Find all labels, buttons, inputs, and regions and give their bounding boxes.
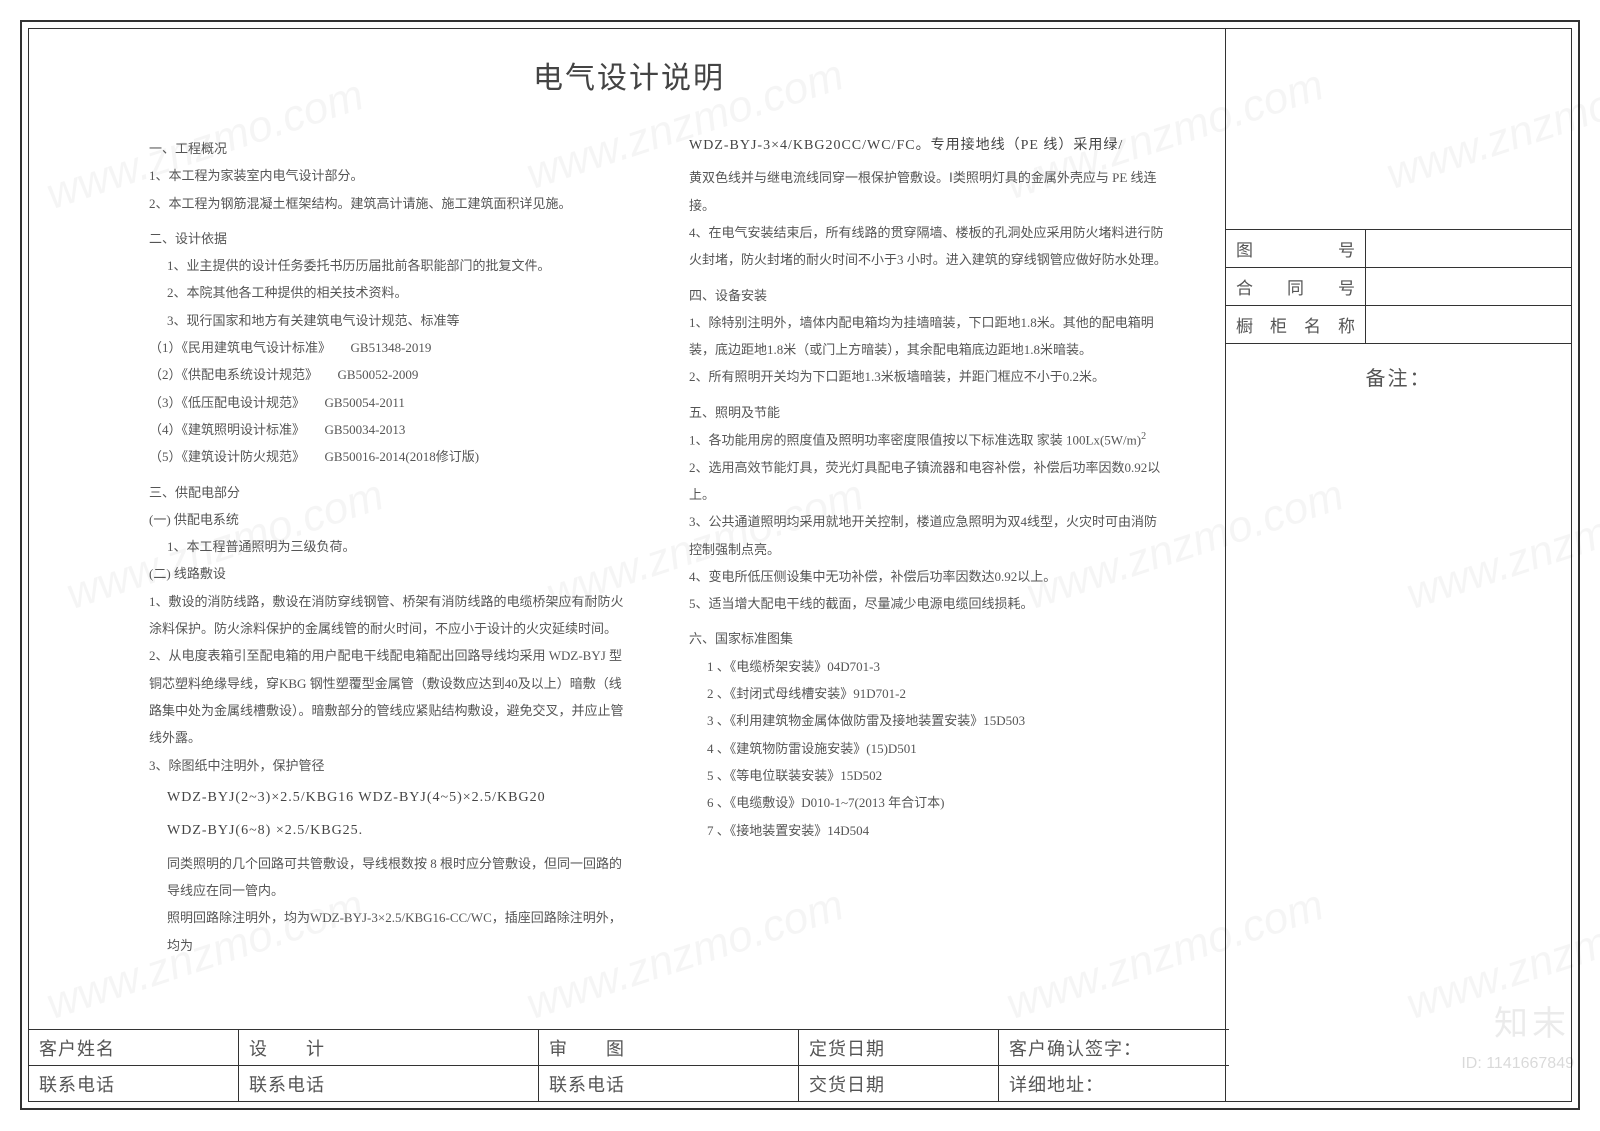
s3-line-6: 照明回路除注明外，均为WDZ-BYJ-3×2.5/KBG16-CC/WC，插座回… [149,904,629,959]
std3-label: （3）《低压配电设计规范》 [149,395,299,410]
standard-row-1: （1）《民用建筑电气设计标准》 GB51348-2019 [149,334,629,361]
ref-4: 4 、《建筑物防雷设施安装》(15)D501 [689,735,1169,762]
designer-label: 设 计 [239,1030,539,1065]
drawing-sheet-outer: 电气设计说明 一、工程概况 1、本工程为家装室内电气设计部分。 2、本工程为钢筋… [20,20,1580,1110]
ref-6: 6 、《电缆敷设》D010-1~7(2013 年合订本) [689,789,1169,816]
reviewer-label: 审 图 [539,1030,799,1065]
cable-spec-2: WDZ-BYJ(6~8) ×2.5/KBG25. [149,816,629,845]
address-label: 详细地址： [999,1066,1229,1101]
s3-line-2: 1、敷设的消防线路，敷设在消防穿线钢管、桥架有消防线路的电缆桥架应有耐防火涂料保… [149,588,629,643]
s5-line-1: 1、各功能用房的照度值及照明功率密度限值按以下标准选取 家装 100Lx(5W/… [689,426,1169,454]
right-column: WDZ-BYJ-3×4/KBG20CC/WC/FC。专用接地线（PE 线）采用绿… [689,127,1169,959]
tb-row-cabinet-name: 橱柜名称 [1226,306,1571,344]
s3-line-1: 1、本工程普通照明为三级负荷。 [149,533,629,560]
footer-row-1: 客户姓名 设 计 审 图 定货日期 客户确认签字： [29,1030,1229,1066]
main-content-area: 电气设计说明 一、工程概况 1、本工程为家装室内电气设计部分。 2、本工程为钢筋… [29,29,1229,1101]
ref-5: 5 、《等电位联装安装》15D502 [689,762,1169,789]
s4-line-1: 1、除特别注明外，墙体内配电箱均为挂墙暗装，下口距地1.8米。其他的配电箱明装，… [689,309,1169,364]
ref-1: 1 、《电缆桥架安装》04D701-3 [689,653,1169,680]
s2-line-1: 1、业主提供的设计任务委托书历历届批前各职能部门的批复文件。 [149,252,629,279]
section-2-heading: 二、设计依据 [149,225,629,252]
s3-sub-1: (一) 供配电系统 [149,506,629,533]
phone-2-label: 联系电话 [239,1066,539,1101]
cabinet-name-label: 橱柜名称 [1226,306,1366,343]
footer-row-2: 联系电话 联系电话 联系电话 交货日期 详细地址： [29,1066,1229,1101]
section-1-heading: 一、工程概况 [149,135,629,162]
s3-line-4: 3、除图纸中注明外，保护管径 [149,752,629,779]
drawing-no-value[interactable] [1366,230,1571,267]
delivery-date-label: 交货日期 [799,1066,999,1101]
contract-no-value[interactable] [1366,268,1571,305]
s3-sub-2: (二) 线路敷设 [149,560,629,587]
std2-label: （2）《供配电系统设计规范》 [149,367,312,382]
s5-line-3: 3、公共通道照明均采用就地开关控制，楼道应急照明为双4线型，火灾时可由消防控制强… [689,508,1169,563]
section-4-heading: 四、设备安装 [689,282,1169,309]
standard-row-2: （2）《供配电系统设计规范》 GB50052-2009 [149,361,629,388]
s4-line-2: 2、所有照明开关均为下口距地1.3米板墙暗装，并距门框应不小于0.2米。 [689,363,1169,390]
body-columns: 一、工程概况 1、本工程为家装室内电气设计部分。 2、本工程为钢筋混凝土框架结构… [29,97,1229,969]
watermark-logo: 知末 [1494,996,1570,1045]
ref-7: 7 、《接地装置安装》14D504 [689,817,1169,844]
s1-line-2: 2、本工程为钢筋混凝土框架结构。建筑高计请施、施工建筑面积详见施。 [149,190,629,217]
tb-row-drawing-no: 图 号 [1226,230,1571,268]
s5-line-5: 5、适当增大配电干线的截面，尽量减少电源电缆回线损耗。 [689,590,1169,617]
std1-code: GB51348-2019 [351,340,432,355]
std2-code: GB50052-2009 [338,367,419,382]
s3-line-3: 2、从电度表箱引至配电箱的用户配电干线配电箱配出回路导线均采用 WDZ-BYJ … [149,642,629,751]
std4-code: GB50034-2013 [325,422,406,437]
order-date-label: 定货日期 [799,1030,999,1065]
phone-1-label: 联系电话 [29,1066,239,1101]
s2-line-3: 3、现行国家和地方有关建筑电气设计规范、标准等 [149,307,629,334]
r-line-4: 4、在电气安装结束后，所有线路的贯穿隔墙、楼板的孔洞处应采用防火堵料进行防火封堵… [689,219,1169,274]
std1-label: （1）《民用建筑电气设计标准》 [149,340,325,355]
standard-row-4: （4）《建筑照明设计标准》 GB50034-2013 [149,416,629,443]
section-3-heading: 三、供配电部分 [149,479,629,506]
standard-row-3: （3）《低压配电设计规范》 GB50054-2011 [149,389,629,416]
std4-label: （4）《建筑照明设计标准》 [149,422,299,437]
watermark-id: ID: 1141667849 [1461,1055,1574,1073]
cabinet-name-value[interactable] [1366,306,1571,343]
section-6-heading: 六、国家标准图集 [689,625,1169,652]
left-column: 一、工程概况 1、本工程为家装室内电气设计部分。 2、本工程为钢筋混凝土框架结构… [149,127,629,959]
cable-spec-1: WDZ-BYJ(2~3)×2.5/KBG16 WDZ-BYJ(4~5)×2.5/… [149,783,629,812]
title-block: 图 号 合 同 号 橱柜名称 备注： [1225,29,1571,1101]
customer-sign-label: 客户确认签字： [999,1030,1229,1065]
footer-strip: 客户姓名 设 计 审 图 定货日期 客户确认签字： 联系电话 联系电话 联系电话… [29,1029,1229,1101]
s2-line-2: 2、本院其他各工种提供的相关技术资料。 [149,279,629,306]
s1-line-1: 1、本工程为家装室内电气设计部分。 [149,162,629,189]
title-block-rows: 图 号 合 同 号 橱柜名称 [1226,229,1571,344]
drawing-sheet-inner: 电气设计说明 一、工程概况 1、本工程为家装室内电气设计部分。 2、本工程为钢筋… [28,28,1572,1102]
section-5-heading: 五、照明及节能 [689,399,1169,426]
tb-row-contract-no: 合 同 号 [1226,268,1571,306]
notes-label: 备注： [1226,344,1571,409]
r-spec-a: WDZ-BYJ-3×4/KBG20CC/WC/FC。专用接地线（PE 线）采用绿… [689,131,1169,160]
std5-code: GB50016-2014(2018修订版) [325,449,480,464]
s3-line-5: 同类照明的几个回路可共管敷设，导线根数按 8 根时应分管敷设，但同一回路的导线应… [149,850,629,905]
standard-row-5: （5）《建筑设计防火规范》 GB50016-2014(2018修订版) [149,443,629,470]
ref-2: 2 、《封闭式母线槽安装》91D701-2 [689,680,1169,707]
s5-line-4: 4、变电所低压侧设集中无功补偿，补偿后功率因数达0.92以上。 [689,563,1169,590]
s5-1-sup: 2 [1141,431,1146,442]
s5-line-2: 2、选用高效节能灯具，荧光灯具配电子镇流器和电容补偿，补偿后功率因数0.92以上… [689,454,1169,509]
s5-1-text: 1、各功能用房的照度值及照明功率密度限值按以下标准选取 家装 100Lx(5W/… [689,432,1141,447]
std5-label: （5）《建筑设计防火规范》 [149,449,299,464]
phone-3-label: 联系电话 [539,1066,799,1101]
drawing-no-label: 图 号 [1226,230,1366,267]
contract-no-label: 合 同 号 [1226,268,1366,305]
document-title: 电气设计说明 [29,53,1229,97]
std3-code: GB50054-2011 [325,395,405,410]
ref-3: 3 、《利用建筑物金属体做防雷及接地装置安装》15D503 [689,707,1169,734]
customer-name-label: 客户姓名 [29,1030,239,1065]
r-spec-b: 黄双色线并与继电流线同穿一根保护管敷设。Ⅰ类照明灯具的金属外壳应与 PE 线连接… [689,164,1169,219]
